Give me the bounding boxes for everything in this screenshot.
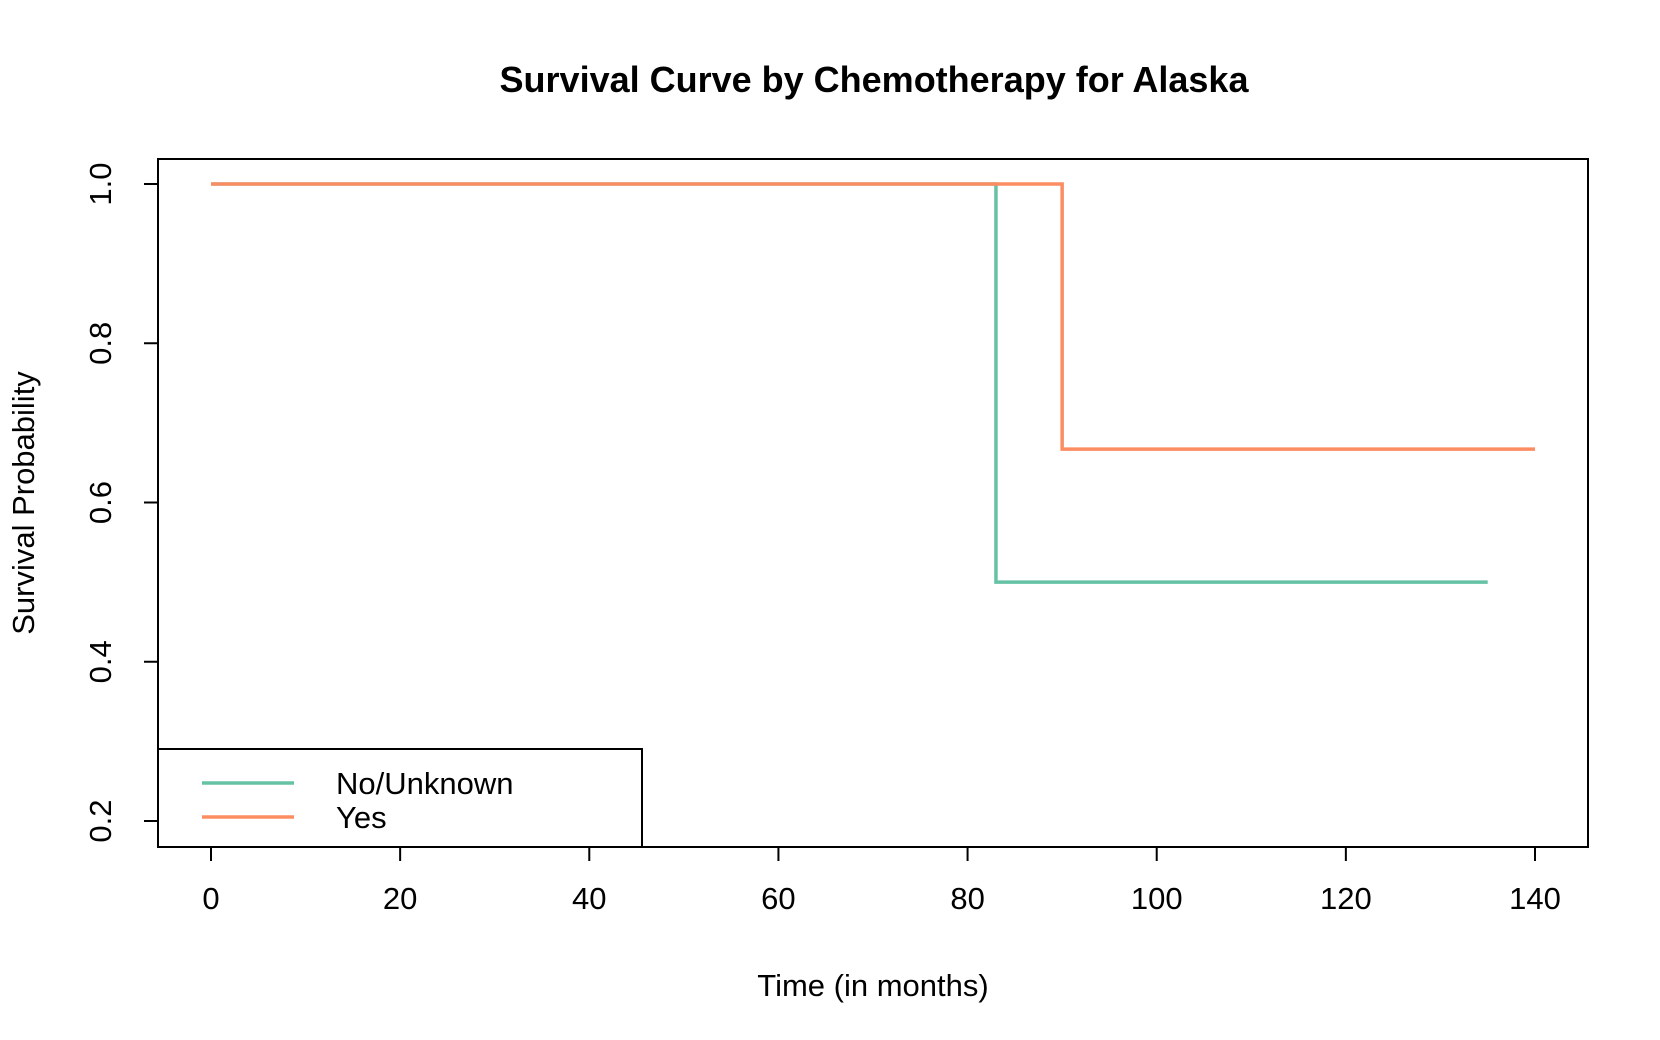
y-tick-label: 0.4 [83, 640, 118, 683]
y-tick-label: 0.8 [83, 322, 118, 365]
series-layer [211, 182, 1535, 584]
x-tick-label: 20 [383, 881, 417, 916]
legend-label-0: No/Unknown [336, 766, 513, 801]
x-tick-label: 0 [202, 881, 219, 916]
chart-title: Survival Curve by Chemotherapy for Alask… [500, 59, 1250, 100]
y-axis-label: Survival Probability [6, 371, 41, 635]
plot-area-frame [157, 158, 1589, 848]
series-line-0 [211, 182, 1488, 584]
x-tick-label: 120 [1320, 881, 1372, 916]
legend-box [157, 748, 643, 848]
x-axis: 0 20 40 60 80 100 120 140 [202, 846, 1561, 916]
x-tick-label: 140 [1509, 881, 1561, 916]
x-tick-label: 80 [950, 881, 984, 916]
x-tick-label: 100 [1131, 881, 1183, 916]
x-tick-label: 60 [761, 881, 795, 916]
series-line-1 [211, 182, 1535, 451]
legend-label-1: Yes [336, 800, 387, 835]
y-tick-label: 0.2 [83, 799, 118, 842]
x-tick-label: 40 [572, 881, 606, 916]
y-axis: 0.2 0.4 0.6 0.8 1.0 [83, 162, 159, 843]
x-axis-label: Time (in months) [757, 968, 988, 1003]
y-tick-label: 1.0 [83, 162, 118, 205]
y-tick-label: 0.6 [83, 481, 118, 524]
